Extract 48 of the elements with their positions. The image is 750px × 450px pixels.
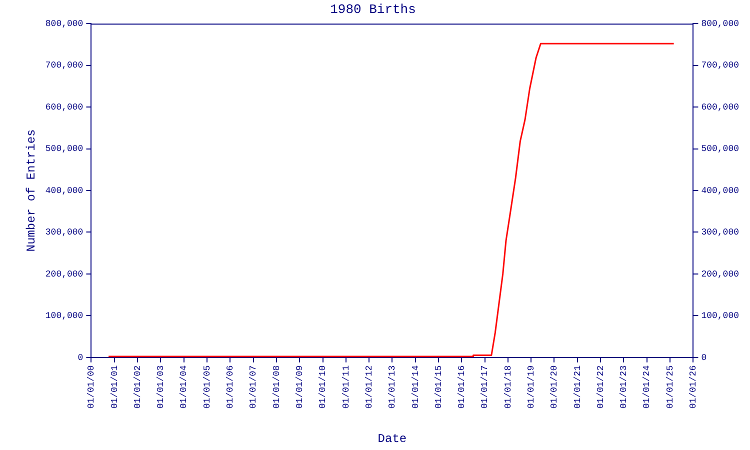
y-tick-label: 100,000	[45, 311, 84, 322]
y-tick-label: 700,000	[45, 60, 84, 71]
x-tick-label: 01/01/11	[341, 365, 352, 409]
y-tick-label: 0	[78, 352, 84, 363]
y-tick-label: 600,000	[45, 102, 84, 112]
x-tick-label: 01/01/24	[642, 365, 652, 409]
y-tick-label: 400,000	[45, 186, 84, 196]
y-axis-title: Number of Entries	[24, 129, 38, 252]
y2-tick-label: 400,000	[701, 186, 740, 196]
y2-tick-label: 200,000	[701, 269, 740, 280]
x-tick-label: 01/01/01	[110, 365, 120, 409]
chart-title: 1980 Births	[330, 2, 416, 18]
y-tick-label: 300,000	[45, 228, 84, 238]
y2-tick-label: 0	[701, 352, 707, 363]
x-tick-label: 01/01/08	[272, 365, 282, 409]
x-tick-label: 01/01/03	[156, 365, 166, 409]
x-tick-label: 01/01/22	[596, 365, 606, 409]
x-tick-label: 01/01/21	[572, 365, 583, 409]
x-tick-label: 01/01/14	[410, 365, 421, 409]
x-tick-label: 01/01/12	[364, 365, 374, 409]
x-tick-label: 01/01/02	[132, 365, 143, 409]
x-tick-label: 01/01/16	[457, 365, 468, 409]
x-axis-title: Date	[378, 432, 407, 446]
x-tick-label: 01/01/25	[665, 365, 676, 409]
x-tick-label: 01/01/05	[202, 365, 212, 409]
x-tick-label: 01/01/15	[434, 365, 444, 409]
y2-tick-label: 300,000	[701, 228, 740, 238]
x-tick-label: 01/01/07	[248, 365, 259, 409]
x-tick-label: 01/01/04	[179, 365, 190, 409]
x-tick-label: 01/01/23	[619, 365, 630, 409]
x-tick-label: 01/01/06	[226, 365, 236, 409]
y2-tick-label: 600,000	[701, 102, 740, 112]
y2-tick-label: 700,000	[701, 60, 740, 71]
y2-tick-label: 800,000	[701, 18, 740, 29]
y-tick-label: 500,000	[45, 144, 84, 154]
y-tick-label: 800,000	[45, 18, 84, 29]
y2-tick-label: 500,000	[701, 144, 740, 154]
x-tick-label: 01/01/00	[86, 365, 97, 409]
x-tick-label: 01/01/20	[550, 365, 560, 409]
x-tick-label: 01/01/26	[688, 365, 699, 409]
x-tick-label: 01/01/10	[318, 365, 328, 409]
x-tick-label: 01/01/18	[503, 365, 514, 409]
y2-tick-label: 100,000	[701, 311, 740, 322]
x-tick-label: 01/01/19	[526, 365, 537, 409]
x-tick-label: 01/01/17	[480, 365, 490, 409]
x-tick-label: 01/01/13	[388, 365, 398, 409]
x-tick-label: 01/01/09	[295, 365, 306, 409]
y-tick-label: 200,000	[45, 269, 84, 280]
